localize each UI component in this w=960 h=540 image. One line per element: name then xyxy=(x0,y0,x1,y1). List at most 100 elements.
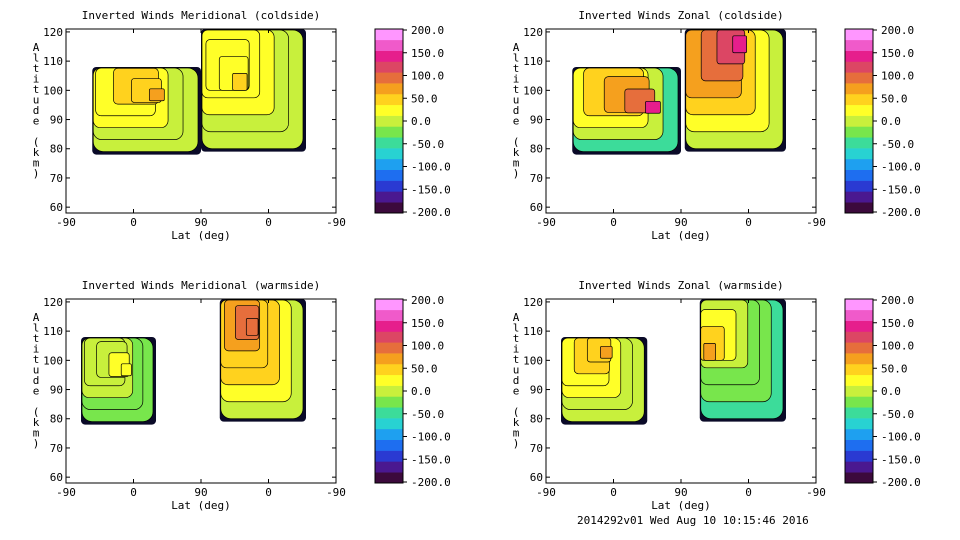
colorbar-segment xyxy=(845,104,873,116)
colorbar-tick-label: 100.0 xyxy=(881,340,914,353)
field-layer xyxy=(572,29,786,155)
colorbar: 200.0 150.0 100.0 50.0 0.0 -50.0 -100.0 -150.0 -… xyxy=(374,24,451,219)
colorbar-tick-label: -200.0 xyxy=(411,476,451,489)
colorbar-segment xyxy=(845,148,873,160)
colorbar-segment xyxy=(845,299,873,311)
y-tick-label: 60 xyxy=(530,471,543,484)
panel-4: Inverted Winds Zonal (warmside) -90 0 90 0 -9… xyxy=(513,279,921,512)
field-layer xyxy=(81,299,306,425)
x-tick-label: -90 xyxy=(806,216,826,229)
colorbar-tick-label: 50.0 xyxy=(411,362,438,375)
colorbar-segment xyxy=(375,169,403,181)
contour-band xyxy=(600,345,613,359)
colorbar-segment xyxy=(845,137,873,149)
x-axis-label: Lat (deg) xyxy=(651,499,711,512)
colorbar-segment xyxy=(375,331,403,343)
y-tick-label: 120 xyxy=(43,296,63,309)
colorbar-tick-label: -100.0 xyxy=(411,431,451,444)
colorbar-segment xyxy=(375,342,403,354)
contour-band xyxy=(245,317,259,336)
colorbar-tick-label: 200.0 xyxy=(411,24,444,37)
y-tick-label: 100 xyxy=(523,354,543,367)
colorbar-segment xyxy=(375,450,403,462)
colorbar-tick-label: -150.0 xyxy=(881,453,921,466)
y-tick-label: 90 xyxy=(50,384,63,397)
colorbar-segment xyxy=(845,126,873,138)
colorbar-tick-label: -100.0 xyxy=(411,161,451,174)
colorbar-segment xyxy=(845,309,873,321)
colorbar-segment xyxy=(845,72,873,84)
x-axis-label: Lat (deg) xyxy=(171,499,231,512)
contour-band xyxy=(232,73,248,91)
colorbar-tick-label: -200.0 xyxy=(411,206,451,219)
y-tick-label: 120 xyxy=(523,296,543,309)
colorbar-segment xyxy=(845,93,873,106)
colorbar-tick-label: 0.0 xyxy=(881,385,901,398)
colorbar-segment xyxy=(845,353,873,365)
colorbar-tick-label: -150.0 xyxy=(881,183,921,196)
colorbar-tick-label: 0.0 xyxy=(411,115,431,128)
y-tick-label: 80 xyxy=(50,143,63,156)
y-tick-label: 70 xyxy=(50,442,63,455)
colorbar-segment xyxy=(375,353,403,365)
x-tick-label: -90 xyxy=(326,216,346,229)
colorbar-tick-label: 50.0 xyxy=(411,92,438,105)
x-axis-label: Lat (deg) xyxy=(651,229,711,242)
colorbar-segment xyxy=(845,202,873,214)
x-tick-label: -90 xyxy=(56,486,76,499)
y-tick-label: 90 xyxy=(530,384,543,397)
colorbar-tick-label: -100.0 xyxy=(881,161,921,174)
colorbar-segment xyxy=(845,374,873,386)
contour-band xyxy=(148,88,165,102)
colorbar-segment xyxy=(375,299,403,311)
colorbar-segment xyxy=(845,396,873,408)
panel-2: Inverted Winds Zonal (coldside) -90 0 90 0 -9… xyxy=(513,9,921,242)
colorbar-segment xyxy=(845,385,873,397)
colorbar-tick-label: -50.0 xyxy=(881,138,914,151)
colorbar-segment xyxy=(375,374,403,386)
contour-band xyxy=(732,35,747,54)
colorbar-segment xyxy=(375,180,403,192)
y-tick-label: 70 xyxy=(530,172,543,185)
colorbar-tick-label: -150.0 xyxy=(411,183,451,196)
colorbar-segment xyxy=(845,320,873,332)
x-tick-label: 90 xyxy=(674,216,687,229)
colorbar-segment xyxy=(375,72,403,84)
footer-timestamp: 2014292v01 Wed Aug 10 10:15:46 2016 xyxy=(577,514,809,527)
x-tick-label: 0 xyxy=(745,486,752,499)
x-tick-label: 0 xyxy=(130,216,137,229)
panel-1: Inverted Winds Meridional (coldside) -90 0… xyxy=(33,9,451,242)
colorbar-tick-label: -50.0 xyxy=(881,408,914,421)
contour-band xyxy=(120,363,132,377)
y-tick-label: 70 xyxy=(50,172,63,185)
colorbar-segment xyxy=(845,29,873,41)
colorbar-segment xyxy=(375,191,403,203)
colorbar-tick-label: 50.0 xyxy=(881,92,908,105)
colorbar-segment xyxy=(375,363,403,376)
colorbar-tick-label: -150.0 xyxy=(411,453,451,466)
panel-title: Inverted Winds Zonal (coldside) xyxy=(578,9,783,22)
colorbar-segment xyxy=(375,385,403,397)
colorbar-segment xyxy=(845,439,873,451)
colorbar-tick-label: -200.0 xyxy=(881,476,921,489)
colorbar-segment xyxy=(845,191,873,203)
y-tick-label: 80 xyxy=(530,143,543,156)
y-tick-label: 80 xyxy=(530,413,543,426)
colorbar-tick-label: 100.0 xyxy=(411,340,444,353)
colorbar-segment xyxy=(375,93,403,106)
colorbar-tick-label: 0.0 xyxy=(411,385,431,398)
x-axis-label: Lat (deg) xyxy=(171,229,231,242)
colorbar-segment xyxy=(845,472,873,484)
colorbar-tick-label: 200.0 xyxy=(881,24,914,37)
colorbar-segment xyxy=(375,158,403,171)
y-tick-label: 110 xyxy=(523,325,543,338)
x-tick-label: -90 xyxy=(56,216,76,229)
x-tick-label: 0 xyxy=(265,486,272,499)
x-tick-label: 90 xyxy=(194,216,207,229)
colorbar-tick-label: -50.0 xyxy=(411,408,444,421)
colorbar-tick-label: 50.0 xyxy=(881,362,908,375)
y-tick-label: 120 xyxy=(523,26,543,39)
